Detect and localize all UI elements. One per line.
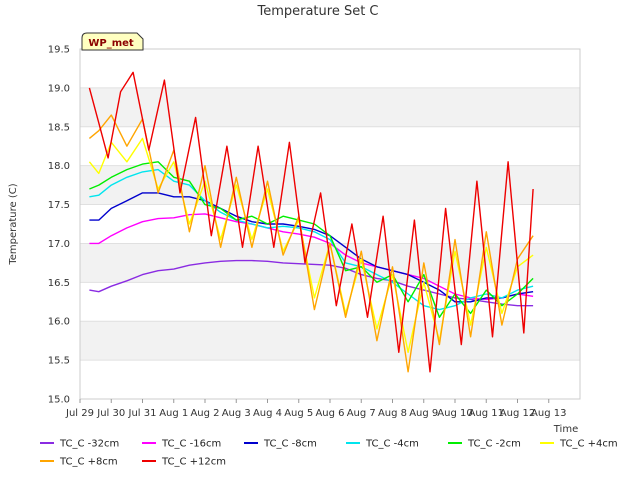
x-tick-label: Jul 31 <box>128 408 157 419</box>
grid-band <box>80 87 580 127</box>
series-line-tc-c-2cm <box>89 161 534 318</box>
legend-entry: TC_C +8cm <box>59 457 118 468</box>
series-line-tc-c-12cm <box>88 71 534 373</box>
y-tick-label: 16.0 <box>48 317 70 328</box>
series-lines <box>88 71 534 373</box>
legend-entry: TC_C +12cm <box>161 457 226 468</box>
y-tick-label: 19.0 <box>48 83 70 94</box>
x-tick-label: Aug 4 <box>253 408 282 419</box>
x-tick-label: Aug 7 <box>347 408 376 419</box>
series-line-tc-c-8cm <box>89 192 534 303</box>
grid-band <box>80 321 580 361</box>
grid-bands <box>80 49 580 400</box>
x-tick-label: Aug 2 <box>190 408 219 419</box>
grid-band <box>80 126 580 166</box>
legend-entry: TC_C +4cm <box>559 439 618 450</box>
grid-band <box>80 204 580 244</box>
station-badge-label: WP_met <box>88 38 134 49</box>
chart-title: Temperature Set C <box>256 4 378 19</box>
legend-entry: TC_C -8cm <box>263 439 317 450</box>
x-tick-label: Aug 12 <box>500 408 535 419</box>
y-tick-label: 17.5 <box>48 200 70 211</box>
x-tick-label: Jul 29 <box>65 408 94 419</box>
series-line-tc-c-4cm <box>89 168 534 311</box>
grid-band <box>80 282 580 322</box>
grid-band <box>80 360 580 399</box>
x-tick-label: Jul 30 <box>96 408 125 419</box>
legend-entry: TC_C -2cm <box>467 439 521 450</box>
x-tick-label: Aug 1 <box>159 408 188 419</box>
series-line-tc-c-8cm <box>88 114 534 373</box>
y-axis-label: Temperature (C) <box>8 183 19 265</box>
grid-band <box>80 49 580 88</box>
y-tick-label: 18.5 <box>48 122 70 133</box>
station-badge-box <box>81 32 144 51</box>
x-tick-label: Aug 6 <box>315 408 344 419</box>
y-tick-label: 17.0 <box>48 239 70 250</box>
x-tick-label: Aug 9 <box>409 408 438 419</box>
x-tick-label: Aug 13 <box>531 408 566 419</box>
grid-band <box>80 165 580 205</box>
x-tick-label: Aug 5 <box>284 408 313 419</box>
legend-entry: TC_C -4cm <box>365 439 419 450</box>
series-line-tc-c-16cm <box>89 213 534 301</box>
y-tick-label: 16.5 <box>48 278 70 289</box>
y-tick-label: 15.0 <box>48 395 70 406</box>
legend-entry: TC_C -32cm <box>59 439 119 450</box>
x-axis-label: Time <box>553 424 578 435</box>
legend: TC_C -32cm TC_C -16cm TC_C -8cm TC_C -4cm TC… <box>40 439 618 468</box>
x-tick-label: Aug 8 <box>378 408 407 419</box>
x-tick-label: Aug 10 <box>437 408 472 419</box>
x-tick-label: Aug 3 <box>222 408 251 419</box>
y-tick-label: 18.0 <box>48 161 70 172</box>
y-tick-label: 19.5 <box>48 45 70 56</box>
station-badge: WP_met <box>81 32 144 51</box>
legend-entry: TC_C -16cm <box>161 439 221 450</box>
x-tick-label: Aug 11 <box>469 408 504 419</box>
y-tick-label: 15.5 <box>48 356 70 367</box>
x-axis-ticks: Jul 29 Jul 30 Jul 31 Aug 1 Aug 2 Aug 3 Aug 4 Au… <box>65 399 566 419</box>
y-axis-ticks: 15.0 15.5 16.0 16.5 17.0 17.5 18.0 18.5 19.0 19.5 <box>48 45 70 406</box>
